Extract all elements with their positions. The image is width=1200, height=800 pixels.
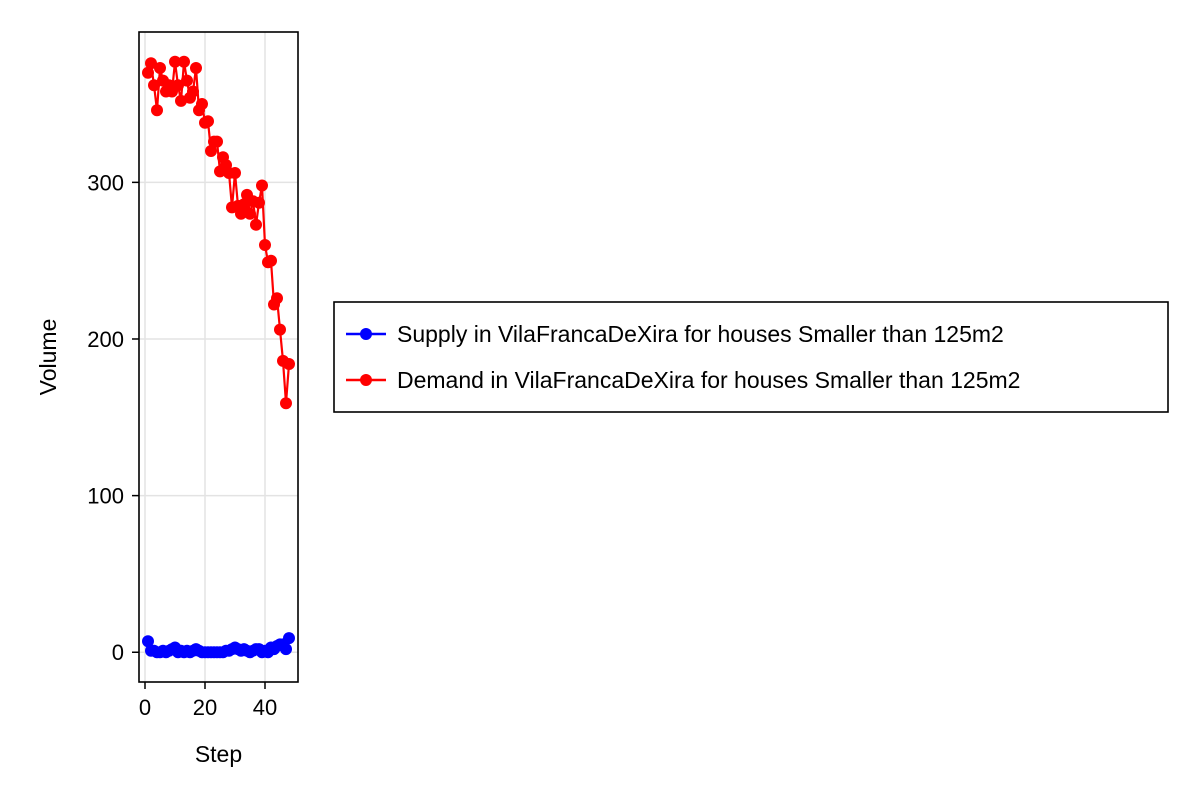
axis-ticks: 0 20 40 0 100 200 300 [87, 170, 277, 720]
series-demand [142, 55, 295, 410]
legend-label-demand: Demand in VilaFrancaDeXira for houses Sm… [397, 367, 1020, 393]
data-point-demand [274, 323, 286, 336]
data-point-demand [178, 55, 190, 68]
x-axis-label: Step [195, 741, 242, 767]
data-point-demand [280, 397, 292, 410]
data-point-demand [169, 55, 181, 68]
series-line-demand [146, 60, 291, 405]
legend-marker-supply [360, 328, 372, 340]
data-point-demand [244, 207, 256, 220]
legend-entry-demand: Demand in VilaFrancaDeXira for houses Sm… [346, 367, 1020, 393]
data-point-demand [175, 94, 187, 107]
data-point-demand [190, 62, 202, 74]
y-tick-label: 200 [87, 327, 124, 352]
data-point-demand [148, 79, 160, 92]
y-tick-label: 100 [87, 484, 124, 509]
data-point-demand [187, 85, 199, 98]
data-point-demand [238, 198, 250, 211]
legend-entry-supply: Supply in VilaFrancaDeXira for houses Sm… [346, 321, 1004, 347]
data-point-demand [142, 66, 154, 79]
y-tick-label: 300 [87, 170, 124, 195]
y-tick-label: 0 [112, 640, 124, 665]
data-point-demand [256, 179, 268, 192]
data-point-demand [202, 115, 214, 128]
legend-marker-demand [360, 374, 372, 386]
data-point-demand [181, 74, 193, 87]
x-tick-label: 0 [139, 695, 151, 720]
data-point-demand [265, 254, 277, 267]
series-supply [142, 632, 295, 659]
data-point-demand [196, 98, 208, 110]
legend-label-supply: Supply in VilaFrancaDeXira for houses Sm… [397, 321, 1004, 347]
data-point-demand [283, 358, 295, 370]
data-point-supply [283, 632, 295, 645]
data-point-demand [235, 207, 247, 220]
x-tick-label: 20 [193, 695, 217, 720]
data-point-demand [211, 135, 223, 148]
data-point-demand [205, 145, 217, 157]
data-point-demand [259, 239, 271, 251]
x-tick-label: 40 [253, 695, 277, 720]
legend: Supply in VilaFrancaDeXira for houses Sm… [333, 301, 1169, 413]
plot-series [142, 55, 295, 659]
y-axis-label: Volume [35, 319, 61, 396]
data-point-demand [151, 104, 163, 117]
plot-frame [138, 31, 299, 683]
legend-box [333, 301, 1169, 413]
data-point-demand [229, 167, 241, 179]
data-point-demand [271, 292, 283, 305]
data-point-demand [154, 62, 166, 74]
grid-lines [139, 32, 298, 682]
data-point-demand [253, 196, 265, 209]
data-point-supply [142, 635, 154, 648]
data-point-supply [280, 643, 292, 656]
data-point-demand [250, 218, 262, 231]
data-point-demand [172, 79, 184, 92]
data-point-demand [145, 57, 157, 70]
